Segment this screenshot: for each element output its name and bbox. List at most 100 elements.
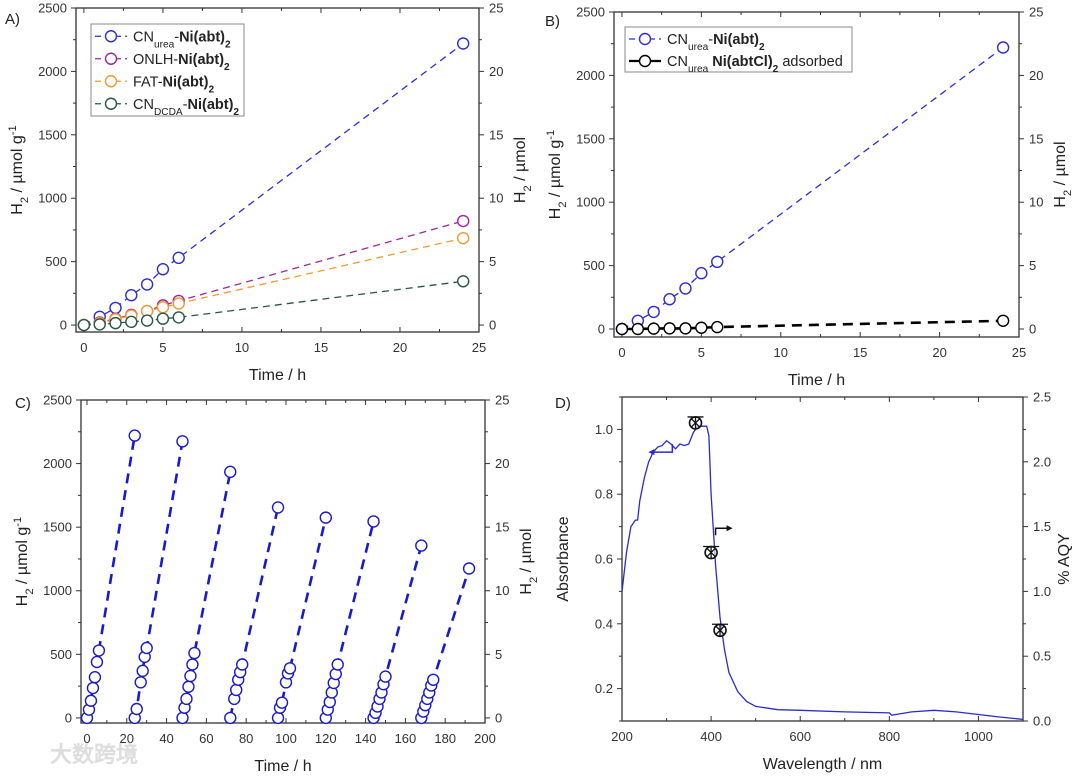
series-line xyxy=(83,280,464,326)
y2-tick-label: 2.5 xyxy=(1033,390,1051,405)
x-axis-title-part: Time / h xyxy=(254,758,311,775)
legend-label: CNurea-Ni(abt)2 xyxy=(133,29,231,50)
data-point xyxy=(367,515,380,528)
right-axis-arrowhead-icon xyxy=(726,525,733,532)
y-tick-label: 1000 xyxy=(43,583,72,598)
y2-tick-label: 0 xyxy=(495,710,502,725)
panel-c: C)0 20 40 60 80 100 120 140 160 180 20005001000150… xyxy=(12,393,540,776)
data-point xyxy=(176,435,189,448)
panel-label: A) xyxy=(5,11,20,28)
y-tick-label: 1500 xyxy=(576,131,605,146)
y-axis-title: Absorbance xyxy=(555,516,572,601)
data-point xyxy=(647,322,660,335)
right-axis-arrow-icon xyxy=(714,527,728,536)
y-axis-title-part: -1 xyxy=(7,125,19,135)
legend-label-part: CN xyxy=(133,29,154,45)
data-point xyxy=(88,671,102,684)
y2-tick-label: 25 xyxy=(1029,5,1043,20)
y2-tick-label: 20 xyxy=(1029,68,1043,83)
y2-tick-label: 2.0 xyxy=(1033,454,1051,469)
y2-tick-label: 0.0 xyxy=(1033,714,1051,729)
y-tick-label: 1000 xyxy=(576,195,605,210)
data-point xyxy=(156,312,170,325)
series-line xyxy=(621,425,1024,721)
y2-tick-label: 5 xyxy=(495,647,502,662)
y-tick-label: 0.6 xyxy=(595,552,613,567)
x-axis-title-part: Time / h xyxy=(249,367,306,384)
legend-label-part: ONLH- xyxy=(133,52,178,68)
data-point xyxy=(86,681,100,695)
y2-axis-title-part: H xyxy=(518,583,535,595)
legend-label-part: urea xyxy=(688,64,709,75)
y2-tick-label: 20 xyxy=(495,456,509,471)
data-point xyxy=(140,314,154,327)
legend-marker xyxy=(638,54,652,68)
y2-tick-label: 10 xyxy=(495,583,509,598)
x-tick-label: 140 xyxy=(355,731,377,746)
panel-label: C) xyxy=(15,395,31,412)
data-point xyxy=(271,501,285,514)
data-point xyxy=(184,669,197,683)
data-point xyxy=(224,465,237,479)
data-point xyxy=(92,644,106,657)
series xyxy=(128,435,189,725)
y-tick-label: 0.4 xyxy=(595,616,613,631)
data-point xyxy=(695,321,708,334)
legend-label: CNurea-Ni(abt)2 xyxy=(667,32,765,53)
y2-tick-label: 15 xyxy=(1029,131,1043,146)
data-point xyxy=(186,658,199,671)
data-point xyxy=(415,539,428,552)
y2-axis-title-part: 2 xyxy=(522,185,534,191)
x-axis-title: Time / h xyxy=(788,372,845,389)
data-point xyxy=(996,314,1010,327)
left-axis-arrow-icon xyxy=(652,444,674,453)
legend-label-part: 2 xyxy=(233,106,239,117)
x-tick-label: 20 xyxy=(393,340,407,355)
data-point xyxy=(230,683,243,697)
aqy-point-cross xyxy=(687,416,704,429)
y-tick-label: 2500 xyxy=(43,393,72,408)
x-tick-label: 160 xyxy=(395,731,417,746)
y-tick-label: 1500 xyxy=(43,520,72,535)
data-point xyxy=(130,702,143,716)
series-line xyxy=(621,319,1004,331)
x-tick-label: 15 xyxy=(853,345,867,360)
y2-tick-label: 1.5 xyxy=(1033,519,1051,534)
y-axis-title-part: H xyxy=(14,595,31,607)
watermark: 大数跨境 xyxy=(50,742,138,767)
y2-axis-title-part: H xyxy=(512,192,529,204)
data-point xyxy=(462,562,476,575)
series xyxy=(77,275,470,332)
y-axis-title-part: -1 xyxy=(12,517,24,527)
y-axis-title: H2 / µmol g-1 xyxy=(12,517,36,606)
y-tick-label: 1000 xyxy=(38,191,67,206)
x-tick-label: 120 xyxy=(315,731,337,746)
x-tick-label: 15 xyxy=(314,340,328,355)
y2-axis-title-part: 2 xyxy=(528,577,540,583)
data-point xyxy=(379,670,392,683)
data-point xyxy=(140,641,153,655)
data-point xyxy=(663,293,676,306)
panel-label: D) xyxy=(555,395,571,412)
data-point xyxy=(84,694,98,707)
legend-label-part: Ni(abt) xyxy=(178,52,224,68)
panel-b: B)0 5 10 15 20 250500100015002000250005101520… xyxy=(545,5,1074,390)
y-tick-label: 0.8 xyxy=(595,487,613,502)
legend-label: ONLH-Ni(abt)2 xyxy=(133,52,230,73)
x-tick-label: 0 xyxy=(80,340,87,355)
x-tick-label: 400 xyxy=(700,729,722,744)
y2-tick-label: 0 xyxy=(489,318,496,333)
legend-label-part: 2 xyxy=(759,42,765,53)
x-tick-label: 10 xyxy=(235,340,249,355)
y-tick-label: 2500 xyxy=(38,1,67,16)
y-tick-label: 500 xyxy=(45,254,67,269)
y-tick-label: 0 xyxy=(598,322,605,337)
y-tick-label: 2500 xyxy=(576,5,605,20)
legend-marker xyxy=(104,52,118,65)
legend-label-part: - xyxy=(708,32,713,48)
legend-marker xyxy=(104,30,118,43)
data-point xyxy=(172,297,185,310)
data-point xyxy=(631,322,645,336)
y2-axis-title-part: H xyxy=(1052,196,1069,208)
y2-tick-label: 15 xyxy=(495,520,509,535)
